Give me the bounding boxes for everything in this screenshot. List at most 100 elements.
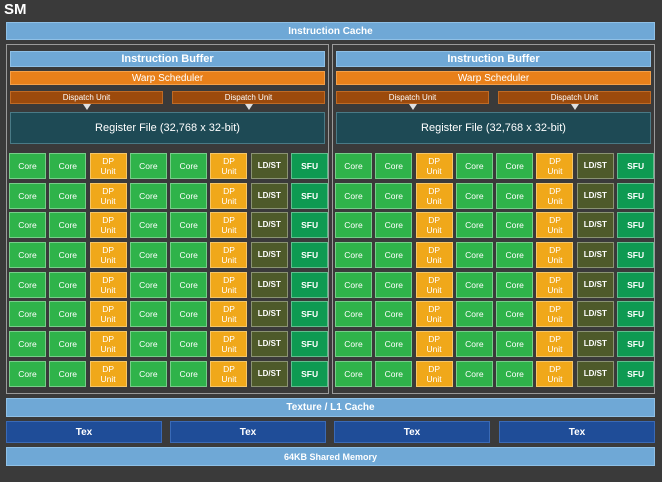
tex-unit: Tex: [6, 421, 162, 443]
warp-scheduler: Warp Scheduler: [336, 71, 651, 85]
dp-unit: DP Unit: [415, 182, 453, 209]
core-unit: Core: [496, 242, 534, 269]
dp-unit: DP Unit: [89, 242, 127, 269]
core-unit: Core: [335, 360, 372, 387]
core-unit: Core: [496, 153, 534, 179]
dp-unit: DP Unit: [415, 212, 453, 239]
core-unit: Core: [496, 331, 534, 358]
core-unit: Core: [170, 331, 208, 358]
core-unit: Core: [9, 271, 46, 298]
processing-block-1: Instruction Buffer Warp Scheduler Dispat…: [6, 44, 329, 394]
core-unit: Core: [170, 153, 208, 179]
core-unit: Core: [49, 153, 87, 179]
instruction-buffer: Instruction Buffer: [10, 51, 325, 67]
core-unit: Core: [496, 212, 534, 239]
tex-unit: Tex: [334, 421, 490, 443]
core-unit: Core: [335, 331, 372, 358]
core-unit: Core: [9, 242, 46, 269]
sfu-unit: SFU: [291, 182, 329, 209]
dispatch-unit: Dispatch Unit: [172, 91, 325, 104]
dp-unit: DP Unit: [415, 153, 453, 179]
core-unit: Core: [335, 212, 372, 239]
dp-unit: DP Unit: [210, 271, 248, 298]
core-unit: Core: [129, 212, 167, 239]
dp-unit: DP Unit: [415, 242, 453, 269]
dp-unit: DP Unit: [89, 153, 127, 179]
core-unit: Core: [375, 242, 413, 269]
ld-st-unit: LD/ST: [576, 331, 614, 358]
shared-memory: 64KB Shared Memory: [6, 447, 655, 466]
ld-st-unit: LD/ST: [250, 182, 288, 209]
core-unit: Core: [129, 153, 167, 179]
core-unit: Core: [455, 271, 493, 298]
sfu-unit: SFU: [291, 242, 329, 269]
core-unit: Core: [496, 271, 534, 298]
core-unit: Core: [9, 182, 46, 209]
core-unit: Core: [9, 153, 46, 179]
core-unit: Core: [496, 360, 534, 387]
dp-unit: DP Unit: [536, 242, 574, 269]
core-unit: Core: [49, 301, 87, 328]
core-unit: Core: [49, 360, 87, 387]
ld-st-unit: LD/ST: [250, 242, 288, 269]
core-unit: Core: [129, 242, 167, 269]
dp-unit: DP Unit: [415, 271, 453, 298]
sfu-unit: SFU: [617, 271, 655, 298]
dp-unit: DP Unit: [536, 182, 574, 209]
texture-l1-cache: Texture / L1 Cache: [6, 398, 655, 417]
sfu-unit: SFU: [291, 212, 329, 239]
tex-unit: Tex: [170, 421, 326, 443]
sfu-unit: SFU: [617, 153, 655, 179]
ld-st-unit: LD/ST: [250, 360, 288, 387]
dispatch-unit: Dispatch Unit: [336, 91, 489, 104]
ld-st-unit: LD/ST: [576, 271, 614, 298]
core-unit: Core: [375, 271, 413, 298]
register-file: Register File (32,768 x 32-bit): [10, 112, 325, 144]
sfu-unit: SFU: [617, 212, 655, 239]
dp-unit: DP Unit: [89, 360, 127, 387]
sfu-unit: SFU: [617, 360, 655, 387]
ld-st-unit: LD/ST: [576, 182, 614, 209]
dp-unit: DP Unit: [536, 153, 574, 179]
ld-st-unit: LD/ST: [576, 242, 614, 269]
sfu-unit: SFU: [617, 242, 655, 269]
sfu-unit: SFU: [291, 301, 329, 328]
unit-grid: Core Core DP Unit Core Core DP Unit LD/ST SFU Core…: [9, 153, 329, 391]
dp-unit: DP Unit: [415, 360, 453, 387]
sfu-unit: SFU: [617, 301, 655, 328]
dp-unit: DP Unit: [415, 331, 453, 358]
core-unit: Core: [375, 301, 413, 328]
ld-st-unit: LD/ST: [250, 331, 288, 358]
core-unit: Core: [375, 182, 413, 209]
dispatch-unit: Dispatch Unit: [498, 91, 651, 104]
dp-unit: DP Unit: [210, 212, 248, 239]
core-unit: Core: [170, 212, 208, 239]
sfu-unit: SFU: [291, 153, 329, 179]
register-file: Register File (32,768 x 32-bit): [336, 112, 651, 144]
core-unit: Core: [375, 331, 413, 358]
ld-st-unit: LD/ST: [250, 212, 288, 239]
dp-unit: DP Unit: [89, 271, 127, 298]
core-unit: Core: [455, 331, 493, 358]
core-unit: Core: [375, 360, 413, 387]
core-unit: Core: [455, 360, 493, 387]
core-unit: Core: [455, 153, 493, 179]
core-unit: Core: [170, 301, 208, 328]
ld-st-unit: LD/ST: [250, 153, 288, 179]
arrow-down-icon: [83, 104, 91, 110]
dispatch-unit: Dispatch Unit: [10, 91, 163, 104]
dp-unit: DP Unit: [89, 182, 127, 209]
core-unit: Core: [49, 182, 87, 209]
instruction-cache: Instruction Cache: [6, 22, 655, 40]
dp-unit: DP Unit: [210, 182, 248, 209]
core-unit: Core: [129, 301, 167, 328]
dp-unit: DP Unit: [210, 360, 248, 387]
dp-unit: DP Unit: [536, 301, 574, 328]
arrow-down-icon: [409, 104, 417, 110]
core-unit: Core: [129, 182, 167, 209]
processing-block-2: Instruction Buffer Warp Scheduler Dispat…: [332, 44, 655, 394]
sfu-unit: SFU: [291, 271, 329, 298]
core-unit: Core: [335, 242, 372, 269]
dp-unit: DP Unit: [210, 242, 248, 269]
core-unit: Core: [49, 331, 87, 358]
